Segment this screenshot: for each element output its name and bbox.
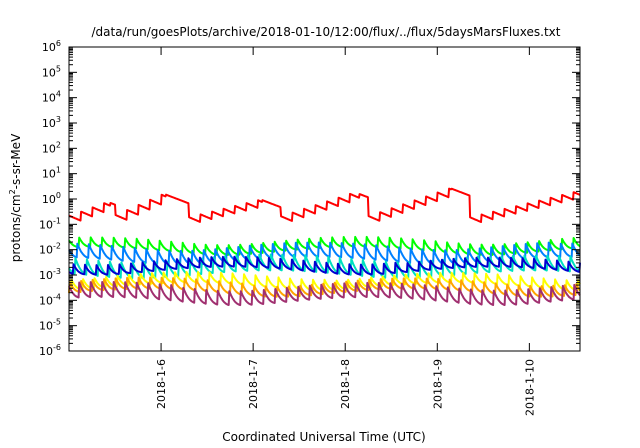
y-axis: 10-6 10-5 10-4 10-3 10-2 10-1 100 101 102 103 104 1… (39, 39, 580, 358)
x-tick-label: 2018-1-9 (431, 359, 444, 409)
y-tick-label: 10-6 (39, 343, 61, 358)
x-tick-label: 2018-1-6 (155, 359, 168, 409)
y-tick-label: 105 (42, 64, 61, 79)
x-tick-label: 2018-1-8 (339, 359, 352, 409)
chart-title: /data/run/goesPlots/archive/2018-01-10/1… (92, 25, 561, 39)
y-tick-label: 104 (42, 90, 61, 105)
y-tick-label: 101 (42, 166, 61, 181)
series-line-2 (68, 235, 581, 256)
y-tick-label: 10-1 (39, 216, 61, 231)
series-line-5 (68, 255, 581, 276)
series-line-8 (68, 281, 581, 307)
x-tick-label: 2018-1-10 (523, 359, 536, 416)
y-tick-label: 103 (42, 115, 61, 130)
y-tick-label: 10-3 (39, 267, 61, 282)
x-axis: 2018-1-6 2018-1-7 2018-1-8 2018-1-9 2018-1-1… (155, 47, 536, 416)
y-tick-label: 10-4 (39, 292, 61, 307)
y-tick-label: 106 (42, 39, 61, 54)
x-tick-label: 2018-1-7 (247, 359, 260, 409)
series-layer (68, 187, 581, 307)
x-axis-label: Coordinated Universal Time (UTC) (222, 430, 425, 444)
y-tick-label: 10-5 (39, 318, 61, 333)
y-tick-label: 100 (42, 191, 61, 206)
y-tick-label: 102 (42, 140, 61, 155)
series-line-1 (68, 187, 581, 223)
y-tick-label: 10-2 (39, 242, 61, 257)
y-axis-label: protons/cm2-s-sr-MeV (8, 133, 23, 262)
